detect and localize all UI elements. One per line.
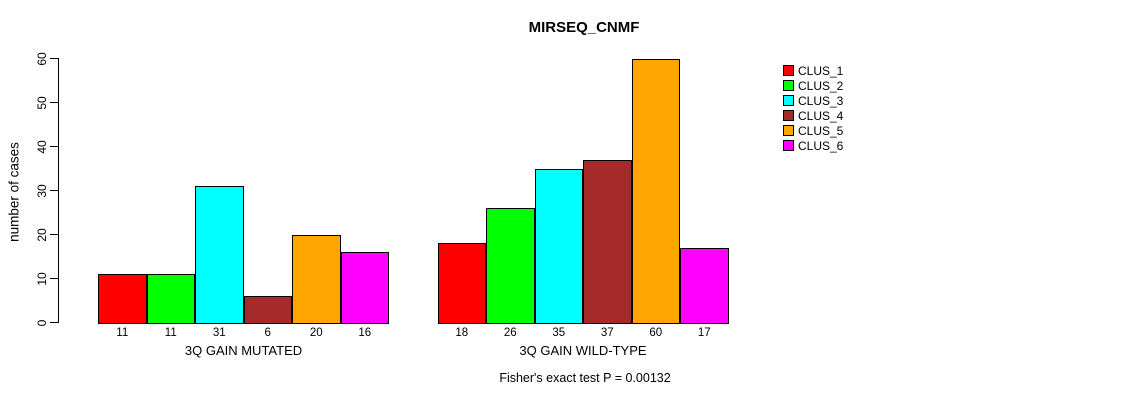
bar-value-label: 6 <box>264 327 271 339</box>
legend-label: CLUS_4 <box>798 108 844 123</box>
bar-value-label: 11 <box>164 327 177 339</box>
bar-value-label: 17 <box>697 327 711 339</box>
legend-label: CLUS_5 <box>798 123 844 138</box>
y-tick <box>50 101 58 104</box>
legend-swatch <box>783 140 794 151</box>
y-tick <box>50 189 58 192</box>
bar-value-label: 31 <box>212 327 226 339</box>
y-tick-label: 40 <box>34 139 49 154</box>
legend-label: CLUS_3 <box>798 93 844 108</box>
group-label: 3Q GAIN MUTATED <box>184 343 303 358</box>
bar <box>98 274 147 324</box>
legend-item: CLUS_6 <box>783 138 843 153</box>
legend-swatch <box>783 110 794 121</box>
legend-swatch <box>783 65 794 76</box>
bar <box>340 252 389 324</box>
bar <box>680 247 729 324</box>
y-tick-label: 30 <box>34 183 49 198</box>
legend-item: CLUS_5 <box>783 123 843 138</box>
bar <box>437 243 486 324</box>
bar <box>631 58 680 324</box>
y-tick <box>50 277 58 280</box>
bar-value-label: 37 <box>600 327 614 339</box>
bar <box>146 274 195 324</box>
y-tick <box>50 145 58 148</box>
legend-swatch <box>783 80 794 91</box>
y-tick <box>50 57 58 60</box>
y-tick <box>50 321 58 324</box>
y-axis <box>57 57 59 324</box>
legend-label: CLUS_2 <box>798 78 844 93</box>
legend-item: CLUS_2 <box>783 78 843 93</box>
bar <box>583 159 632 324</box>
bar-value-label: 20 <box>309 327 323 339</box>
legend-item: CLUS_4 <box>783 108 843 123</box>
legend-item: CLUS_1 <box>783 63 843 78</box>
bar-value-label: 16 <box>358 327 372 339</box>
legend-item: CLUS_3 <box>783 93 843 108</box>
legend-label: CLUS_1 <box>798 63 844 78</box>
bar <box>243 296 292 324</box>
y-tick-label: 50 <box>34 95 49 110</box>
chart-title: MIRSEQ_CNMF <box>528 19 640 36</box>
legend-swatch <box>783 125 794 136</box>
bar-value-label: 35 <box>552 327 566 339</box>
y-tick <box>50 233 58 236</box>
bar <box>534 168 583 324</box>
legend-swatch <box>783 95 794 106</box>
bar <box>195 186 244 324</box>
bar-value-label: 11 <box>116 327 129 339</box>
fisher-note: Fisher's exact test P = 0.00132 <box>499 371 671 385</box>
y-tick-label: 20 <box>34 227 49 242</box>
y-tick-label: 0 <box>34 319 49 326</box>
y-tick-label: 10 <box>34 271 49 286</box>
group-label: 3Q GAIN WILD-TYPE <box>519 343 647 358</box>
bar <box>486 208 535 324</box>
legend-label: CLUS_6 <box>798 138 844 153</box>
bar-value-label: 26 <box>503 327 517 339</box>
bar <box>292 234 341 324</box>
legend: CLUS_1 CLUS_2 CLUS_3 CLUS_4 CLUS_5 CLUS_6 <box>783 63 843 153</box>
y-tick-label: 60 <box>34 51 49 66</box>
bar-value-label: 60 <box>649 327 663 339</box>
bar-value-label: 18 <box>455 327 469 339</box>
